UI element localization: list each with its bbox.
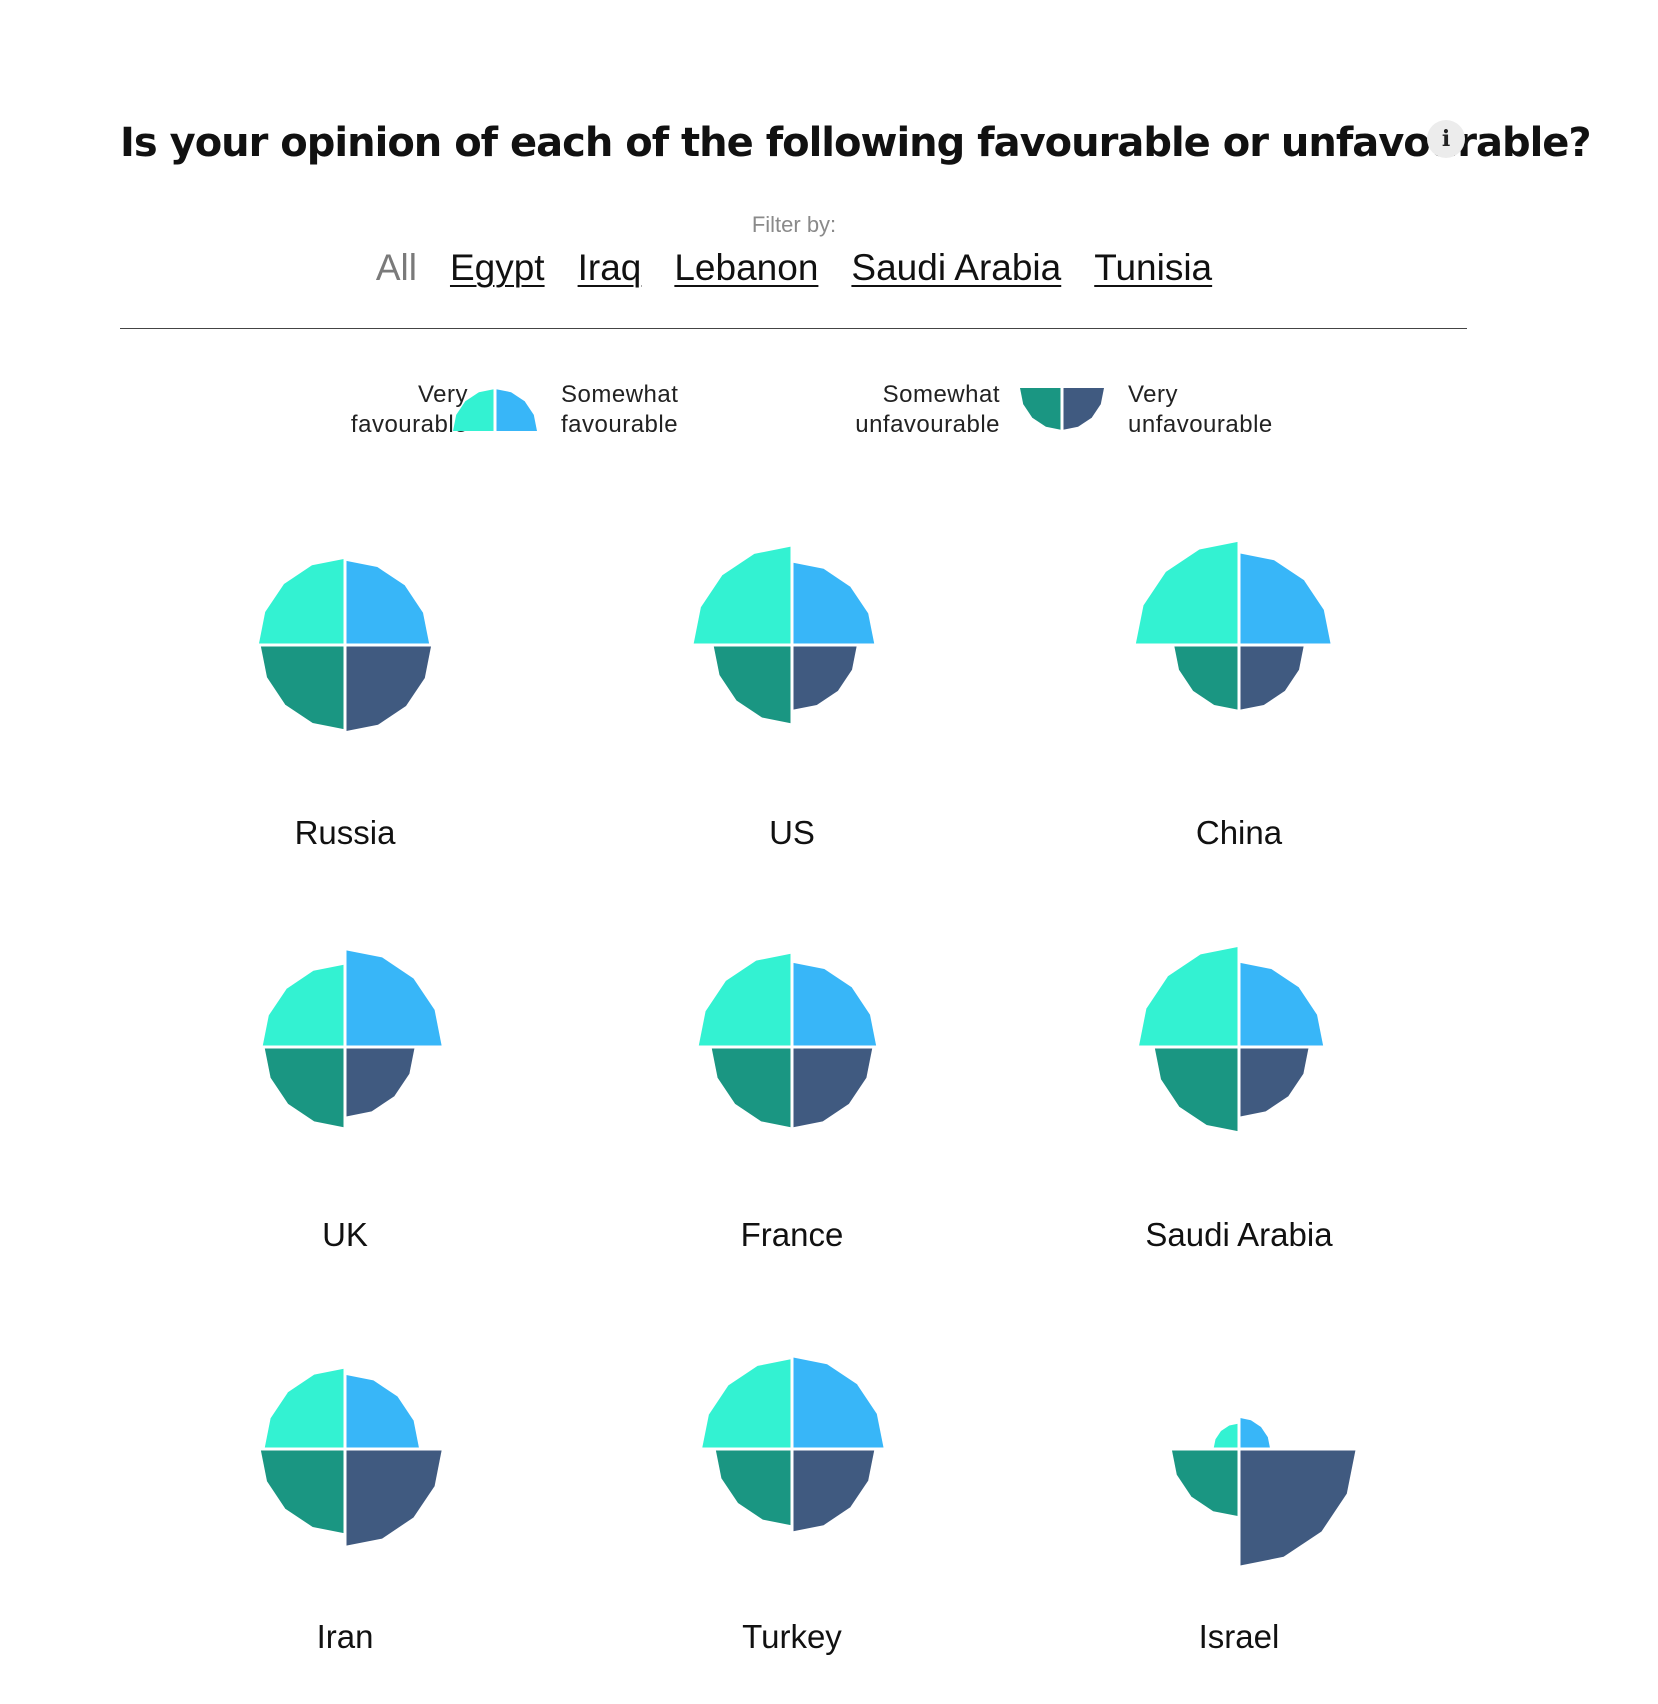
- filter-saudi-arabia[interactable]: Saudi Arabia: [851, 247, 1062, 288]
- legend-label-very-unfavourable: Very unfavourable: [1128, 381, 1273, 438]
- wedge-very-favourable: [693, 546, 792, 645]
- category-label: Russia: [294, 814, 396, 851]
- polar-chart: [696, 951, 888, 1143]
- wedge-very-unfavourable: [1239, 1047, 1309, 1117]
- wedge-very-favourable: [698, 953, 792, 1047]
- wedge-somewhat-favourable: [1239, 553, 1331, 645]
- wedge-somewhat-unfavourable: [711, 1047, 792, 1128]
- polar-chart: [246, 1350, 444, 1548]
- wedge-somewhat-unfavourable: [715, 1449, 792, 1526]
- polar-chart: [691, 544, 893, 746]
- wedge-very-unfavourable: [345, 645, 432, 732]
- wedge-very-favourable: [702, 1359, 792, 1449]
- wedge-somewhat-unfavourable: [1174, 645, 1239, 710]
- wedge-somewhat-unfavourable: [1171, 1449, 1239, 1517]
- wedge-somewhat-unfavourable: [264, 1047, 345, 1128]
- filter-all[interactable]: All: [375, 247, 417, 288]
- filter-label: Filter by:: [751, 212, 837, 237]
- chart-cell-uk: UK: [125, 902, 565, 1302]
- polar-chart: [256, 556, 434, 734]
- legend-label-somewhat-favourable: Somewhat favourable: [561, 381, 679, 438]
- filter-tunisia[interactable]: Tunisia: [1094, 247, 1213, 288]
- wedge-somewhat-favourable: [345, 950, 442, 1047]
- wedge-somewhat-favourable: [345, 1374, 420, 1449]
- wedge-very-favourable: [1135, 541, 1239, 645]
- category-label: Iran: [316, 1618, 374, 1655]
- info-icon[interactable]: i: [1427, 120, 1465, 158]
- chart-cell-russia: Russia: [125, 500, 565, 900]
- category-label: China: [1195, 814, 1283, 851]
- legend-favourable-icon: [453, 386, 537, 436]
- filter-egypt[interactable]: Egypt: [449, 247, 545, 288]
- filter-bar: All Egypt Iraq Lebanon Saudi Arabia Tuni…: [0, 247, 1588, 289]
- wedge-very-unfavourable: [792, 645, 857, 710]
- chart-cell-us: US: [572, 500, 1012, 900]
- wedge-somewhat-unfavourable: [1154, 1047, 1239, 1132]
- wedge-very-unfavourable: [345, 1047, 415, 1117]
- wedge-somewhat-unfavourable: [260, 1449, 345, 1534]
- category-label: Israel: [1198, 1618, 1280, 1655]
- category-label: France: [740, 1216, 844, 1253]
- category-label: Turkey: [742, 1618, 842, 1655]
- legend-label-very-favourable: Very favourable: [350, 381, 468, 438]
- wedge-very-favourable: [1138, 946, 1239, 1047]
- category-label: UK: [322, 1216, 368, 1253]
- category-label: US: [769, 814, 815, 851]
- polar-chart: [698, 1355, 886, 1543]
- chart-cell-france: France: [572, 902, 1012, 1302]
- polar-chart: [1133, 539, 1345, 751]
- wedge-somewhat-unfavourable: [713, 645, 792, 724]
- wedge-somewhat-favourable: [345, 560, 430, 645]
- wedge-somewhat-favourable: [792, 962, 877, 1047]
- legend-label-somewhat-unfavourable: Somewhat unfavourable: [855, 381, 1000, 438]
- wedge-very-favourable: [1213, 1423, 1239, 1449]
- legend-swatch-very-favourable: [453, 389, 495, 431]
- wedge-very-unfavourable: [345, 1449, 442, 1546]
- chart-cell-iran: Iran: [125, 1304, 565, 1704]
- chart-cell-turkey: Turkey: [572, 1304, 1012, 1704]
- divider: [120, 328, 1467, 329]
- legend-swatch-somewhat-unfavourable: [1020, 388, 1062, 430]
- wedge-somewhat-favourable: [1239, 1417, 1271, 1449]
- category-label: Saudi Arabia: [1145, 1216, 1333, 1253]
- filter-lebanon[interactable]: Lebanon: [674, 247, 819, 288]
- wedge-very-unfavourable: [792, 1047, 873, 1128]
- wedge-somewhat-favourable: [792, 1357, 884, 1449]
- wedge-very-favourable: [262, 964, 345, 1047]
- legend-swatch-somewhat-favourable: [495, 389, 537, 431]
- page-title: Is your opinion of each of the following…: [120, 120, 1592, 166]
- wedge-very-unfavourable: [1239, 1449, 1356, 1566]
- polar-chart: [1136, 944, 1342, 1150]
- wedge-somewhat-favourable: [1239, 962, 1324, 1047]
- chart-cell-israel: Israel: [1019, 1304, 1459, 1704]
- polar-chart: [246, 948, 444, 1146]
- filter-iraq[interactable]: Iraq: [577, 247, 642, 288]
- wedge-somewhat-unfavourable: [260, 645, 345, 730]
- chart-cell-saudi-arabia: Saudi Arabia: [1019, 902, 1459, 1302]
- wedge-very-favourable: [264, 1368, 345, 1449]
- legend-swatch-very-unfavourable: [1062, 388, 1104, 430]
- chart-cell-china: China: [1019, 500, 1459, 900]
- wedge-somewhat-favourable: [792, 562, 875, 645]
- wedge-very-unfavourable: [792, 1449, 875, 1532]
- wedge-very-unfavourable: [1239, 645, 1304, 710]
- wedge-very-favourable: [258, 558, 345, 645]
- legend-unfavourable-icon: [1020, 386, 1104, 436]
- polar-chart: [1120, 1330, 1358, 1568]
